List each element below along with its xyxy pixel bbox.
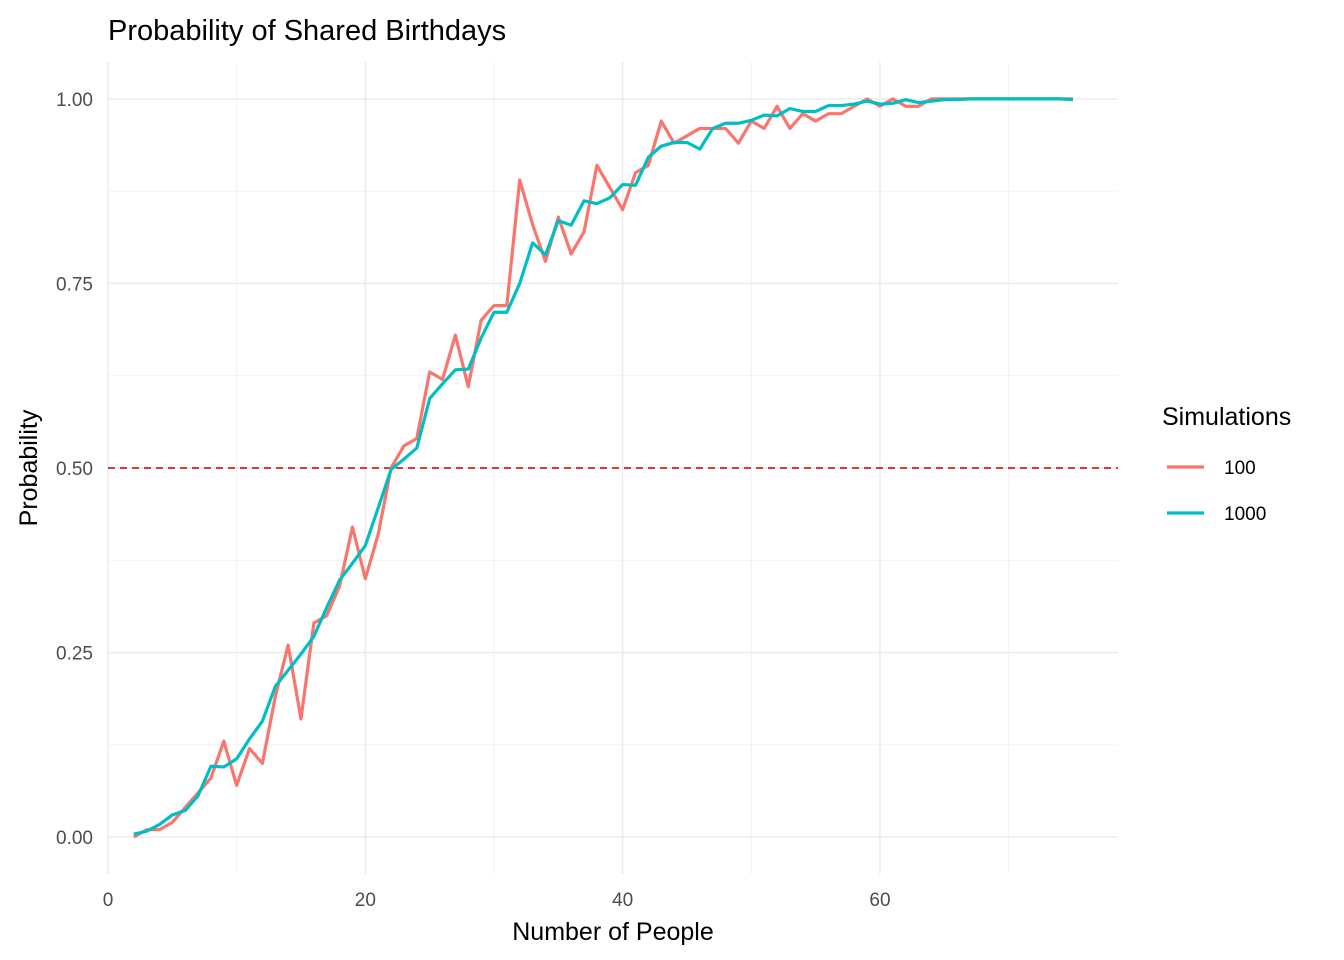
series-line-100: [132, 97, 1073, 839]
series-line-1000: [133, 97, 1074, 836]
y-axis-title: Probability: [15, 409, 43, 526]
legend-items: 100 1000: [1167, 458, 1266, 525]
x-tick-labels: 0 20 40 60: [103, 890, 891, 911]
legend-title: Simulations: [1162, 403, 1291, 431]
y-tick-label: 0.50: [56, 459, 93, 480]
y-tick-label: 0.25: [56, 644, 93, 665]
x-tick-label: 20: [355, 890, 376, 911]
y-tick-labels: 0.00 0.25 0.50 0.75 1.00: [56, 90, 93, 849]
legend-label-100: 100: [1224, 458, 1256, 479]
y-tick-label: 1.00: [56, 90, 93, 111]
series-lines: [132, 97, 1074, 839]
x-tick-label: 60: [869, 890, 890, 911]
x-tick-label: 40: [612, 890, 633, 911]
y-tick-label: 0.00: [56, 828, 93, 849]
chart-title: Probability of Shared Birthdays: [108, 15, 506, 47]
x-axis-title: Number of People: [512, 918, 714, 946]
y-tick-label: 0.75: [56, 274, 93, 295]
x-tick-label: 0: [103, 890, 114, 911]
legend: Simulations 100 1000: [1162, 403, 1291, 525]
legend-label-1000: 1000: [1224, 504, 1266, 525]
